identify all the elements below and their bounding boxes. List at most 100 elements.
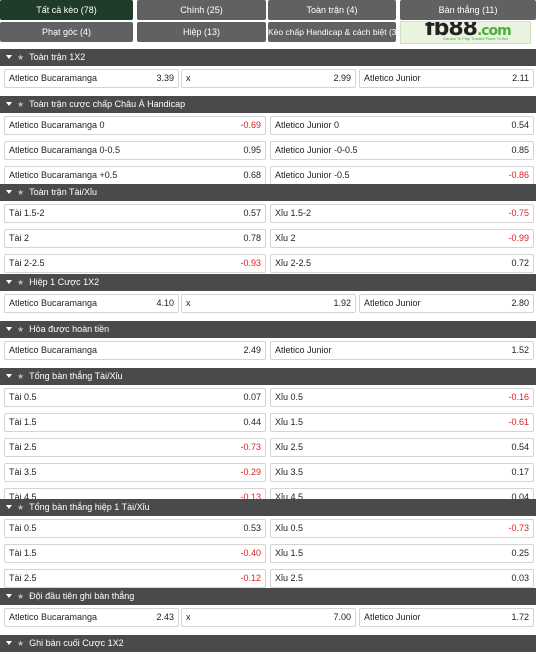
odds-cell[interactable]: Xỉu 0.5 -0.16 bbox=[270, 388, 534, 407]
favorite-star-icon[interactable]: ★ bbox=[17, 325, 25, 334]
collapse-arrow-icon[interactable] bbox=[6, 593, 12, 598]
favorite-star-icon[interactable]: ★ bbox=[17, 188, 25, 197]
collapse-arrow-icon[interactable] bbox=[6, 101, 12, 106]
favorite-star-icon[interactable]: ★ bbox=[17, 503, 25, 512]
odds-value: -0.73 bbox=[508, 523, 529, 533]
collapse-arrow-icon[interactable] bbox=[6, 504, 12, 509]
odds-value: 3.39 bbox=[156, 73, 174, 83]
selection-label: Xỉu 2.5 bbox=[275, 442, 304, 452]
favorite-star-icon[interactable]: ★ bbox=[17, 53, 25, 62]
favorite-star-icon[interactable]: ★ bbox=[17, 592, 25, 601]
tab-goals[interactable]: Bàn thắng (11) bbox=[400, 0, 536, 20]
collapse-arrow-icon[interactable] bbox=[6, 373, 12, 378]
selection-label: Tài 1.5-2 bbox=[9, 208, 45, 218]
selection-label: Tài 2-2.5 bbox=[9, 258, 45, 268]
collapse-arrow-icon[interactable] bbox=[6, 279, 12, 284]
odds-cell[interactable]: Xỉu 2.5 0.03 bbox=[270, 569, 534, 588]
selection-label: Xỉu 1.5 bbox=[275, 548, 304, 558]
odds-cell[interactable]: Xỉu 1.5 -0.61 bbox=[270, 413, 534, 432]
odds-cell[interactable]: Atletico Bucaramanga 2.43 bbox=[4, 608, 179, 627]
odds-value: 2.49 bbox=[243, 345, 261, 355]
odds-cell[interactable]: x 7.00 bbox=[181, 608, 356, 627]
tab-full-time[interactable]: Toàn trận (4) bbox=[268, 0, 396, 20]
odds-cell[interactable]: Tài 2.5 -0.12 bbox=[4, 569, 266, 588]
collapse-arrow-icon[interactable] bbox=[6, 640, 12, 645]
odds-row: Tài 3.5 -0.29 Xỉu 3.5 0.17 bbox=[0, 463, 536, 485]
odds-cell[interactable]: Atletico Junior 1.72 bbox=[359, 608, 534, 627]
selection-label: Xỉu 0.5 bbox=[275, 392, 304, 402]
section-header[interactable]: ★ Đội đầu tiên ghi bàn thắng bbox=[0, 588, 536, 605]
selection-label: Xỉu 2 bbox=[275, 233, 296, 243]
odds-cell[interactable]: Atletico Bucaramanga 3.39 bbox=[4, 69, 179, 88]
odds-cell[interactable]: Tài 2 0.78 bbox=[4, 229, 266, 248]
market-tabs: Tất cả kèo (78) Chính (25) Toàn trận (4)… bbox=[0, 0, 536, 44]
odds-row: Tài 2.5 -0.73 Xỉu 2.5 0.54 bbox=[0, 438, 536, 460]
odds-cell[interactable]: Xỉu 1.5 0.25 bbox=[270, 544, 534, 563]
section-header[interactable]: ★ Toàn trận Tài/Xỉu bbox=[0, 184, 536, 201]
odds-cell[interactable]: Atletico Junior -0.5 -0.86 bbox=[270, 166, 534, 185]
odds-cell[interactable]: Tài 3.5 -0.29 bbox=[4, 463, 266, 482]
odds-value: -0.73 bbox=[240, 442, 261, 452]
section-title: Tổng bàn thắng hiệp 1 Tài/Xỉu bbox=[29, 502, 150, 512]
odds-cell[interactable]: Atletico Junior 2.80 bbox=[359, 294, 534, 313]
selection-label: x bbox=[186, 612, 191, 622]
odds-cell[interactable]: Xỉu 2 -0.99 bbox=[270, 229, 534, 248]
favorite-star-icon[interactable]: ★ bbox=[17, 372, 25, 381]
collapse-arrow-icon[interactable] bbox=[6, 54, 12, 59]
selection-label: x bbox=[186, 298, 191, 308]
odds-cell[interactable]: Atletico Junior 1.52 bbox=[270, 341, 534, 360]
odds-cell[interactable]: Atletico Bucaramanga 0 -0.69 bbox=[4, 116, 266, 135]
section-title: Toàn trận 1X2 bbox=[29, 52, 86, 62]
section-header[interactable]: ★ Tổng bàn thắng hiệp 1 Tài/Xỉu bbox=[0, 499, 536, 516]
market-section: ★ Ghi bàn cuối Cược 1X2 bbox=[0, 635, 536, 652]
odds-value: 0.85 bbox=[511, 145, 529, 155]
selection-label: Atletico Junior bbox=[364, 612, 421, 622]
odds-cell[interactable]: Xỉu 1.5-2 -0.75 bbox=[270, 204, 534, 223]
tab-all-markets[interactable]: Tất cả kèo (78) bbox=[0, 0, 133, 20]
odds-cell[interactable]: Tài 1.5 -0.40 bbox=[4, 544, 266, 563]
odds-value: 7.00 bbox=[333, 612, 351, 622]
tab-corners[interactable]: Phạt góc (4) bbox=[0, 22, 133, 42]
odds-cell[interactable]: Tài 0.5 0.53 bbox=[4, 519, 266, 538]
selection-label: Tài 4.5 bbox=[9, 492, 37, 502]
odds-cell[interactable]: x 1.92 bbox=[181, 294, 356, 313]
odds-cell[interactable]: Atletico Junior 2.11 bbox=[359, 69, 534, 88]
favorite-star-icon[interactable]: ★ bbox=[17, 278, 25, 287]
odds-value: 0.25 bbox=[511, 548, 529, 558]
tab-main[interactable]: Chính (25) bbox=[137, 0, 266, 20]
section-header[interactable]: ★ Hòa được hoàn tiền bbox=[0, 321, 536, 338]
odds-cell[interactable]: Xỉu 2.5 0.54 bbox=[270, 438, 534, 457]
odds-cell[interactable]: Atletico Junior 0 0.54 bbox=[270, 116, 534, 135]
selection-label: Atletico Junior 0 bbox=[275, 120, 340, 130]
selection-label: Atletico Bucaramanga bbox=[9, 73, 98, 83]
odds-cell[interactable]: Atletico Bucaramanga 0-0.5 0.95 bbox=[4, 141, 266, 160]
odds-cell[interactable]: Atletico Bucaramanga 2.49 bbox=[4, 341, 266, 360]
odds-cell[interactable]: Tài 1.5 0.44 bbox=[4, 413, 266, 432]
section-header[interactable]: ★ Ghi bàn cuối Cược 1X2 bbox=[0, 635, 536, 652]
odds-cell[interactable]: Tài 2-2.5 -0.93 bbox=[4, 254, 266, 273]
collapse-arrow-icon[interactable] bbox=[6, 326, 12, 331]
odds-cell[interactable]: Atletico Junior -0-0.5 0.85 bbox=[270, 141, 534, 160]
odds-cell[interactable]: Tài 2.5 -0.73 bbox=[4, 438, 266, 457]
section-header[interactable]: ★ Toàn trận 1X2 bbox=[0, 49, 536, 66]
odds-cell[interactable]: Tài 1.5-2 0.57 bbox=[4, 204, 266, 223]
odds-row: Tài 1.5 -0.40 Xỉu 1.5 0.25 bbox=[0, 544, 536, 566]
odds-cell[interactable]: Xỉu 2-2.5 0.72 bbox=[270, 254, 534, 273]
section-header[interactable]: ★ Toàn trận cược chấp Châu Á Handicap bbox=[0, 96, 536, 113]
favorite-star-icon[interactable]: ★ bbox=[17, 100, 25, 109]
selection-label: Tài 1.5 bbox=[9, 417, 37, 427]
section-header[interactable]: ★ Hiệp 1 Cược 1X2 bbox=[0, 274, 536, 291]
tab-halves[interactable]: Hiệp (13) bbox=[137, 22, 266, 42]
odds-cell[interactable]: Atletico Bucaramanga +0.5 0.68 bbox=[4, 166, 266, 185]
favorite-star-icon[interactable]: ★ bbox=[17, 639, 25, 648]
odds-cell[interactable]: x 2.99 bbox=[181, 69, 356, 88]
odds-cell[interactable]: Tài 0.5 0.07 bbox=[4, 388, 266, 407]
odds-cell[interactable]: Xỉu 0.5 -0.73 bbox=[270, 519, 534, 538]
collapse-arrow-icon[interactable] bbox=[6, 189, 12, 194]
section-header[interactable]: ★ Tổng bàn thắng Tài/Xỉu bbox=[0, 368, 536, 385]
odds-row: Tài 1.5 0.44 Xỉu 1.5 -0.61 bbox=[0, 413, 536, 435]
odds-cell[interactable]: Atletico Bucaramanga 4.10 bbox=[4, 294, 179, 313]
selection-label: Xỉu 2-2.5 bbox=[275, 258, 312, 268]
odds-cell[interactable]: Xỉu 3.5 0.17 bbox=[270, 463, 534, 482]
tab-handicap[interactable]: Kèo chấp Handicap & cách biệt (3) bbox=[268, 22, 396, 42]
